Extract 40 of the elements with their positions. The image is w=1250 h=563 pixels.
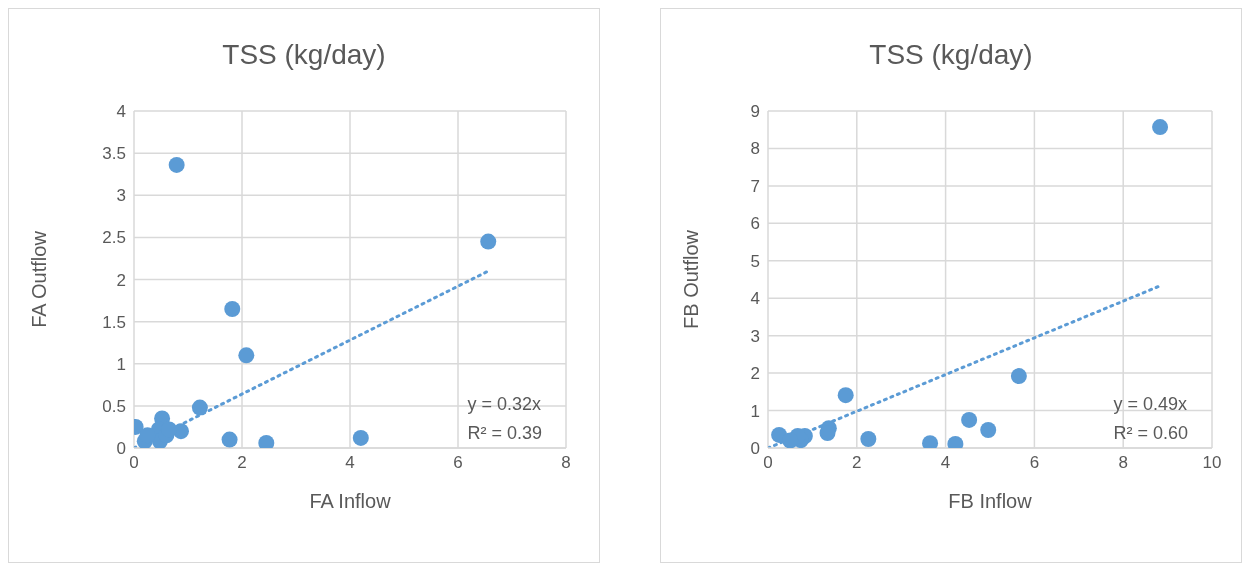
y-tick-label: 9: [750, 102, 760, 122]
y-tick-label: 3: [116, 186, 126, 206]
x-tick-label: 10: [1202, 453, 1222, 473]
y-tick-label: 0: [116, 439, 126, 459]
y-tick-label: 7: [750, 176, 760, 196]
annotation: R² = 0.39: [467, 422, 542, 445]
annotation: y = 0.32x: [467, 393, 542, 416]
x-axis-title: FB Inflow: [948, 490, 1033, 512]
y-tick-label: 4: [750, 289, 760, 309]
x-tick-label: 0: [763, 453, 773, 473]
annotation: y = 0.49x: [1113, 393, 1188, 416]
x-tick-label: 6: [1029, 453, 1040, 473]
y-tick-label: 0.5: [102, 396, 126, 416]
x-tick-label: 2: [237, 453, 247, 473]
annotation: R² = 0.60: [1113, 422, 1188, 445]
y-tick-label: 1: [750, 401, 760, 421]
chart-title: TSS (kg/day): [221, 39, 387, 71]
chart-title: TSS (kg/day): [868, 39, 1034, 71]
x-tick-label: 4: [345, 453, 355, 473]
x-tick-label: 8: [1118, 453, 1128, 473]
y-tick-label: 0: [750, 439, 760, 459]
y-tick-label: 6: [750, 214, 760, 234]
y-axis-title: FA Outflow: [28, 230, 51, 328]
y-tick-label: 1: [116, 354, 126, 374]
y-tick-label: 3: [750, 326, 760, 346]
x-tick-label: 4: [940, 453, 951, 473]
y-tick-label: 3.5: [102, 144, 126, 164]
x-tick-label: 8: [561, 453, 571, 473]
x-tick-label: 6: [453, 453, 463, 473]
y-axis-title: FB Outflow: [680, 229, 703, 329]
y-tick-label: 5: [750, 251, 760, 271]
y-tick-label: 2.5: [102, 228, 126, 248]
x-axis-title: FA Inflow: [309, 490, 392, 512]
x-tick-label: 2: [852, 453, 862, 473]
y-tick-label: 8: [750, 139, 760, 159]
y-tick-label: 2: [750, 364, 760, 384]
y-tick-label: 4: [116, 102, 126, 122]
y-tick-label: 1.5: [102, 312, 126, 332]
x-tick-label: 0: [129, 453, 139, 473]
y-tick-label: 2: [116, 270, 126, 290]
